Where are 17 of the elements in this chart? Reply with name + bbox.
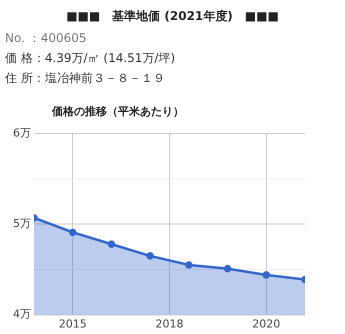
- point: [224, 264, 232, 272]
- chart-subtitle: 価格の推移（平米あたり）: [52, 104, 184, 119]
- y-tick-label: 6万: [13, 126, 31, 140]
- point: [146, 252, 154, 260]
- x-tick-label: 2018: [156, 317, 184, 330]
- text: No. ：400605: [5, 30, 87, 47]
- text: 価 格：4.39万/㎡ (14.51万/坪): [5, 50, 176, 67]
- y-tick-label: 5万: [13, 217, 31, 230]
- point: [262, 271, 270, 279]
- point: [185, 261, 193, 269]
- y-tick-label: 4万: [13, 308, 31, 321]
- text: 住 所：塩冶神前３－８－１９: [5, 70, 165, 87]
- point: [68, 228, 76, 236]
- chart-title: ■■■ 基準地価 (2021年度) ■■■: [65, 8, 280, 25]
- point: [108, 240, 116, 248]
- x-tick-label: 2015: [58, 317, 87, 330]
- x-tick-label: 2020: [252, 317, 280, 330]
